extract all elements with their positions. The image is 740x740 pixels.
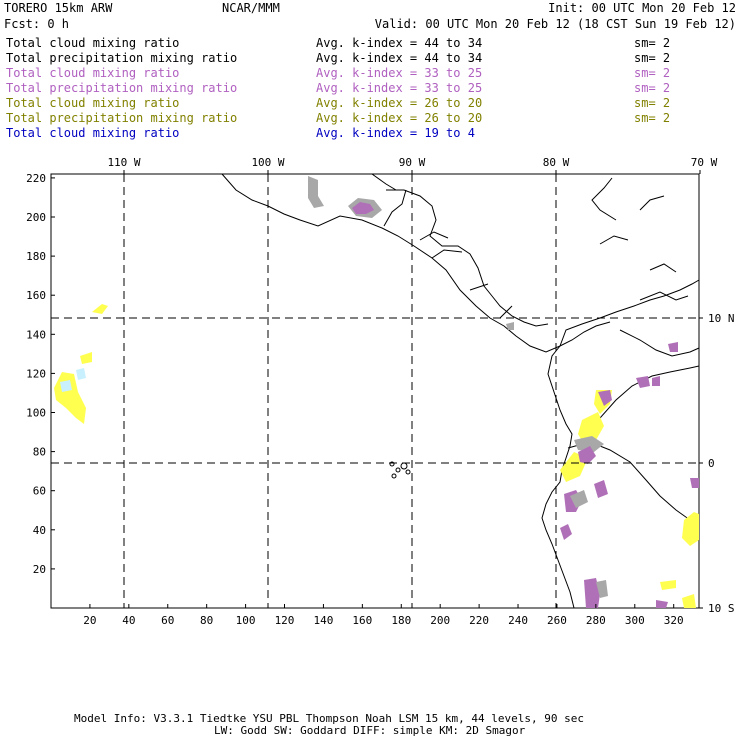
legend-avg: Avg. k-index = 19 to 4 <box>316 126 475 140</box>
init-time: Init: 00 UTC Mon 20 Feb 12 <box>548 1 736 15</box>
legend-name: Total cloud mixing ratio <box>6 36 179 50</box>
shade-purple-11 <box>656 600 668 608</box>
shade-yellow-9 <box>682 512 699 546</box>
legend-avg: Avg. k-index = 44 to 34 <box>316 51 482 65</box>
y-tick-label: 40 <box>33 524 46 537</box>
lat-label: 10 S <box>708 602 735 615</box>
valid-time: Valid: 00 UTC Mon 20 Feb 12 (18 CST Sun … <box>375 17 736 31</box>
x-tick-label: 220 <box>469 614 489 627</box>
shade-purple-4 <box>652 376 660 386</box>
legend-sm: sm= 2 <box>634 81 670 95</box>
x-tick-label: 120 <box>275 614 295 627</box>
x-tick-label: 280 <box>586 614 606 627</box>
x-tick-label: 40 <box>122 614 135 627</box>
legend-name: Total precipitation mixing ratio <box>6 81 237 95</box>
lon-label: 100 W <box>251 156 284 169</box>
y-tick-label: 200 <box>26 211 46 224</box>
legend-avg: Avg. k-index = 33 to 25 <box>316 81 482 95</box>
longitude-labels: 110 W 100 W 90 W 80 W 70 W <box>107 156 718 174</box>
x-tick-label: 180 <box>391 614 411 627</box>
legend-name: Total precipitation mixing ratio <box>6 51 237 65</box>
shade-yellow-7 <box>682 594 696 608</box>
legend: Total cloud mixing ratio Avg. k-index = 4… <box>6 36 670 140</box>
y-tick-label: 220 <box>26 172 46 185</box>
legend-avg: Avg. k-index = 26 to 20 <box>316 111 482 125</box>
forecast-hour: Fcst: 0 h <box>4 17 69 31</box>
lon-label: 70 W <box>691 156 718 169</box>
shade-cyan-1 <box>76 368 86 380</box>
shade-purple-9 <box>668 342 678 352</box>
center-label: NCAR/MMM <box>222 1 280 15</box>
shade-purple-2 <box>598 390 612 406</box>
model-info: Model Info: V3.3.1 Tiedtke YSU PBL Thomp… <box>74 712 584 725</box>
legend-sm: sm= 2 <box>634 111 670 125</box>
map-frame <box>50 173 700 609</box>
shade-gray-3 <box>574 436 604 452</box>
lat-label: 10 N <box>708 312 735 325</box>
legend-name: Total precipitation mixing ratio <box>6 111 237 125</box>
physics-info: LW: Godd SW: Goddard DIFF: simple KM: 2D… <box>214 724 526 737</box>
legend-name: Total cloud mixing ratio <box>6 126 179 140</box>
y-tick-label: 160 <box>26 289 46 302</box>
shade-yellow-2 <box>80 352 92 364</box>
x-tick-label: 200 <box>430 614 450 627</box>
shade-purple-12 <box>690 478 699 488</box>
shade-purple-10 <box>584 578 600 608</box>
y-tick-label: 60 <box>33 485 46 498</box>
legend-sm: sm= 2 <box>634 36 670 50</box>
x-tick-label: 60 <box>161 614 174 627</box>
legend-avg: Avg. k-index = 26 to 20 <box>316 96 482 110</box>
shade-purple-8 <box>560 524 572 540</box>
shade-yellow-1 <box>92 304 108 314</box>
grid-lines <box>51 174 699 608</box>
legend-sm: sm= 2 <box>634 96 670 110</box>
legend-name: Total cloud mixing ratio <box>6 96 179 110</box>
shade-yellow-8 <box>660 580 676 590</box>
shade-purple-1 <box>352 202 374 214</box>
shade-purple-3 <box>636 376 650 388</box>
x-tick-label: 160 <box>352 614 372 627</box>
coastlines <box>221 173 700 609</box>
x-tick-label: 300 <box>625 614 645 627</box>
lon-label: 110 W <box>107 156 140 169</box>
x-tick-label: 260 <box>547 614 567 627</box>
y-tick-label: 100 <box>26 407 46 420</box>
shade-gray-1 <box>308 176 324 208</box>
y-tick-label: 140 <box>26 328 46 341</box>
legend-sm: sm= 2 <box>634 51 670 65</box>
lat-label: 0 <box>708 457 715 470</box>
x-axis-ticks: 20 40 60 80 100 120 140 160 180 200 220 240 260 280 30… <box>83 604 684 627</box>
shade-gray-4 <box>570 490 588 508</box>
legend-sm: sm= 2 <box>634 66 670 80</box>
y-tick-label: 20 <box>33 563 46 576</box>
x-tick-label: 320 <box>664 614 684 627</box>
shade-gray-5 <box>506 322 514 330</box>
lon-label: 90 W <box>399 156 426 169</box>
x-tick-label: 100 <box>236 614 256 627</box>
x-tick-label: 240 <box>508 614 528 627</box>
legend-avg: Avg. k-index = 44 to 34 <box>316 36 482 50</box>
y-tick-label: 80 <box>33 446 46 459</box>
shade-purple-5 <box>578 446 596 464</box>
latitude-labels: 10 N 0 10 S <box>699 312 735 615</box>
y-axis-ticks: 20 40 60 80 100 120 140 160 180 200 220 <box>26 172 55 576</box>
shading <box>54 176 699 608</box>
shade-gray-6 <box>596 580 608 598</box>
lon-label: 80 W <box>543 156 570 169</box>
legend-name: Total cloud mixing ratio <box>6 66 179 80</box>
x-tick-label: 80 <box>200 614 213 627</box>
legend-avg: Avg. k-index = 33 to 25 <box>316 66 482 80</box>
x-tick-label: 140 <box>313 614 333 627</box>
shade-purple-7 <box>594 480 608 498</box>
model-title: TORERO 15km ARW <box>4 1 113 15</box>
shade-yellow-5 <box>578 412 604 444</box>
x-tick-label: 20 <box>83 614 96 627</box>
y-tick-label: 120 <box>26 367 46 380</box>
y-tick-label: 180 <box>26 250 46 263</box>
shade-cyan-2 <box>60 380 72 392</box>
